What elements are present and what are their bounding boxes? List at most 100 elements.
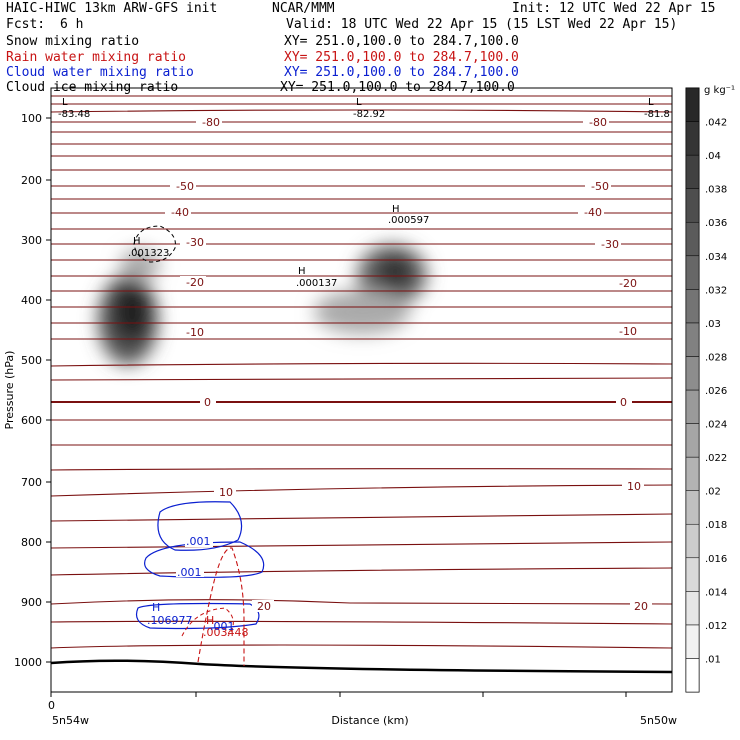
- temp-label: -20: [619, 277, 637, 290]
- colorbar-tick-label: .036: [705, 218, 727, 229]
- colorbar-tick-label: .016: [705, 554, 727, 565]
- colorbar: .01 .012 .014 .016 .018 .02 .022 .024 .026 .028 .0…: [685, 85, 735, 693]
- colorbar-cell: [685, 557, 700, 592]
- colorbar-tick-label: .024: [705, 420, 727, 431]
- high-marker: H: [392, 204, 400, 215]
- high-value: .000137: [296, 278, 337, 289]
- colorbar-tick-label: .02: [705, 487, 721, 498]
- colorbar-unit: g kg⁻¹: [704, 85, 735, 96]
- field-xy-cloudwater: XY= 251.0,100.0 to 284.7,100.0: [284, 65, 519, 80]
- colorbar-cell: [685, 423, 700, 458]
- low-marker: L: [62, 97, 68, 108]
- x-right-label: 5n50w: [640, 714, 677, 727]
- colorbar-tick-label: .04: [705, 151, 721, 162]
- colorbar-cell: [685, 356, 700, 391]
- colorbar-tick-label: .01: [705, 654, 721, 665]
- y-tick-label: 900: [21, 596, 42, 609]
- ground-line: [50, 659, 673, 674]
- y-tick-label: 200: [21, 174, 42, 187]
- high-marker: H: [133, 236, 141, 247]
- y-axis-label: Pressure (hPa): [3, 351, 16, 430]
- field-name-rain: Rain water mixing ratio: [6, 50, 187, 65]
- temp-label: -50: [591, 180, 609, 193]
- x-ticks: [50, 692, 627, 697]
- field-xy-rain: XY= 251.0,100.0 to 284.7,100.0: [284, 50, 519, 65]
- temp-label: 10: [219, 486, 233, 499]
- temp-label: -40: [584, 206, 602, 219]
- colorbar-cell: [685, 658, 700, 693]
- model-title: HAIC-HIWC 13km ARW-GFS init: [6, 1, 218, 16]
- y-tick-label: 700: [21, 476, 42, 489]
- temp-label: -80: [202, 116, 220, 129]
- fcst-value: 6 h: [60, 17, 84, 32]
- high-marker: H: [298, 266, 306, 277]
- org-label: NCAR/MMM: [272, 1, 335, 16]
- fcst-label: Fcst:: [6, 17, 46, 32]
- temp-label: -50: [176, 180, 194, 193]
- low-marker: L: [648, 97, 654, 108]
- colorbar-tick-label: .022: [705, 453, 727, 464]
- y-tick-label: 800: [21, 536, 42, 549]
- colorbar-cell: [685, 221, 700, 257]
- colorbar-tick-label: .026: [705, 386, 727, 397]
- field-name-cloudwater: Cloud water mixing ratio: [6, 65, 194, 80]
- colorbar-cell: [685, 591, 700, 626]
- temp-label: 20: [634, 600, 648, 613]
- low-value: -81.8: [644, 109, 670, 120]
- high-marker: H: [152, 601, 160, 614]
- colorbar-cell: [685, 188, 700, 223]
- colorbar-tick-label: .038: [705, 185, 727, 196]
- temp-label: -80: [589, 116, 607, 129]
- colorbar-cell: [685, 121, 700, 156]
- temp-label: -40: [171, 206, 189, 219]
- temp-label: 10: [627, 480, 641, 493]
- temp-label: 0: [204, 396, 211, 409]
- colorbar-cell: [685, 456, 700, 491]
- y-tick-label: 300: [21, 234, 42, 247]
- colorbar-tick-label: .012: [705, 621, 727, 632]
- high-value: .000597: [388, 215, 429, 226]
- temp-label: -10: [619, 325, 637, 338]
- colorbar-tick-label: .018: [705, 520, 727, 531]
- low-value: -83.48: [58, 109, 90, 120]
- plot-frame: [50, 87, 673, 693]
- y-tick-label: 1000: [14, 656, 42, 669]
- high-marker: H: [206, 614, 214, 627]
- cloud-water-label: .001: [186, 535, 211, 548]
- colorbar-tick-label: .042: [705, 118, 727, 129]
- colorbar-tick-label: .014: [705, 587, 727, 598]
- isotherms: [51, 95, 672, 649]
- colorbar-cell: [685, 624, 700, 659]
- colorbar-cell: [685, 87, 700, 122]
- y-axis: 100 200 300 400 500 600 700 800 900 1000: [14, 112, 51, 669]
- temp-label: -10: [186, 326, 204, 339]
- high-value: .001323: [128, 248, 169, 259]
- x-tick-first: 0: [48, 699, 55, 712]
- colorbar-cell: [685, 289, 700, 324]
- high-value: .106977: [147, 614, 193, 627]
- temp-label: -30: [601, 238, 619, 251]
- colorbar-cell: [685, 490, 700, 525]
- y-tick-label: 100: [21, 112, 42, 125]
- y-tick-label: 400: [21, 294, 42, 307]
- temp-label: -20: [186, 276, 204, 289]
- init-label: Init: 12 UTC Wed 22 Apr 15: [512, 1, 716, 16]
- snow-shading: [98, 245, 427, 365]
- y-tick-label: 500: [21, 354, 42, 367]
- y-tick-label: 600: [21, 414, 42, 427]
- valid-label: Valid: 18 UTC Wed 22 Apr 15 (15 LST Wed …: [286, 17, 678, 32]
- temp-label: 0: [620, 396, 627, 409]
- colorbar-cell: [685, 389, 700, 424]
- temperature-labels: -80 -80 -50 -50 -40 -40 -30 -30 -20 -20 …: [165, 116, 652, 613]
- rain-water-contour: [197, 547, 245, 666]
- field-xy-snow: XY= 251.0,100.0 to 284.7,100.0: [284, 34, 519, 49]
- rain-water-contour-inner: [181, 607, 234, 637]
- colorbar-tick-label: .034: [705, 252, 727, 263]
- colorbar-cell: [685, 322, 700, 357]
- low-marker: L: [356, 97, 362, 108]
- x-left-label: 5n54w: [52, 714, 89, 727]
- temp-label: -30: [186, 236, 204, 249]
- colorbar-tick-label: .028: [705, 352, 727, 363]
- field-name-snow: Snow mixing ratio: [6, 34, 140, 49]
